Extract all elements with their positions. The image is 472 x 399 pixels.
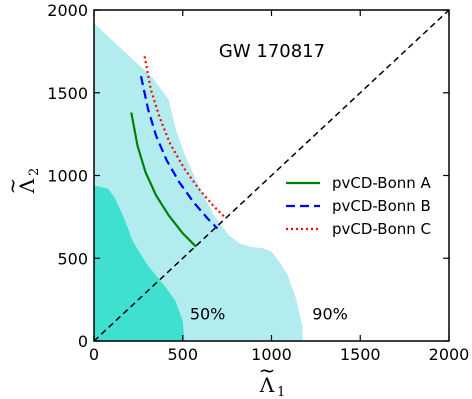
series-lines	[130, 56, 226, 248]
region-90	[94, 23, 303, 341]
x-tick-label-2000: 2000	[429, 345, 470, 364]
diagonal-line	[93, 9, 450, 342]
series-line-pvcd-bonn-b	[139, 75, 219, 230]
x-tick-label-500: 500	[167, 345, 198, 364]
series-line-pvcd-bonn-c	[143, 56, 226, 218]
y-axis-label-main: Λ	[15, 178, 39, 194]
x-tick-label-1500: 1500	[340, 345, 381, 364]
y-tick-label-2000: 2000	[47, 1, 88, 20]
region-50	[94, 185, 185, 341]
x-tick-label-0: 0	[89, 345, 99, 364]
legend-label-pvcd-bonn-a: pvCD-Bonn A	[332, 174, 432, 192]
equal-lambda-diagonal	[93, 9, 450, 342]
y-axis-label-tilde: ~	[0, 178, 24, 195]
axis-ticks: 0 500 1000 1500 2000 0 500 1000 1500 2000	[47, 1, 469, 364]
x-axis-label-main: Λ	[259, 373, 275, 397]
y-tick-label-1000: 1000	[47, 167, 88, 186]
x-axis-label-sub: 1	[277, 385, 285, 399]
y-tick-label-1500: 1500	[47, 84, 88, 103]
y-axis-label-sub: 2	[27, 168, 42, 176]
region-label-90: 90%	[312, 304, 348, 323]
region-label-50: 50%	[190, 304, 226, 323]
legend-label-pvcd-bonn-c: pvCD-Bonn C	[332, 220, 431, 238]
chart-title: GW 170817	[219, 41, 325, 62]
y-tick-label-0: 0	[78, 332, 88, 351]
x-tick-label-1000: 1000	[251, 345, 292, 364]
x-axis-label-tilde: ~	[259, 358, 276, 382]
x-axis-label: ~ Λ 1	[259, 358, 286, 399]
region-labels: 90% 50%	[190, 304, 348, 323]
series-line-pvcd-bonn-a	[130, 112, 197, 248]
y-tick-label-500: 500	[57, 249, 88, 268]
legend: pvCD-Bonn A pvCD-Bonn B pvCD-Bonn C	[286, 174, 432, 238]
legend-label-pvcd-bonn-b: pvCD-Bonn B	[332, 197, 431, 215]
confidence-regions	[94, 23, 303, 341]
y-axis-label: ~ Λ 2	[0, 168, 42, 195]
